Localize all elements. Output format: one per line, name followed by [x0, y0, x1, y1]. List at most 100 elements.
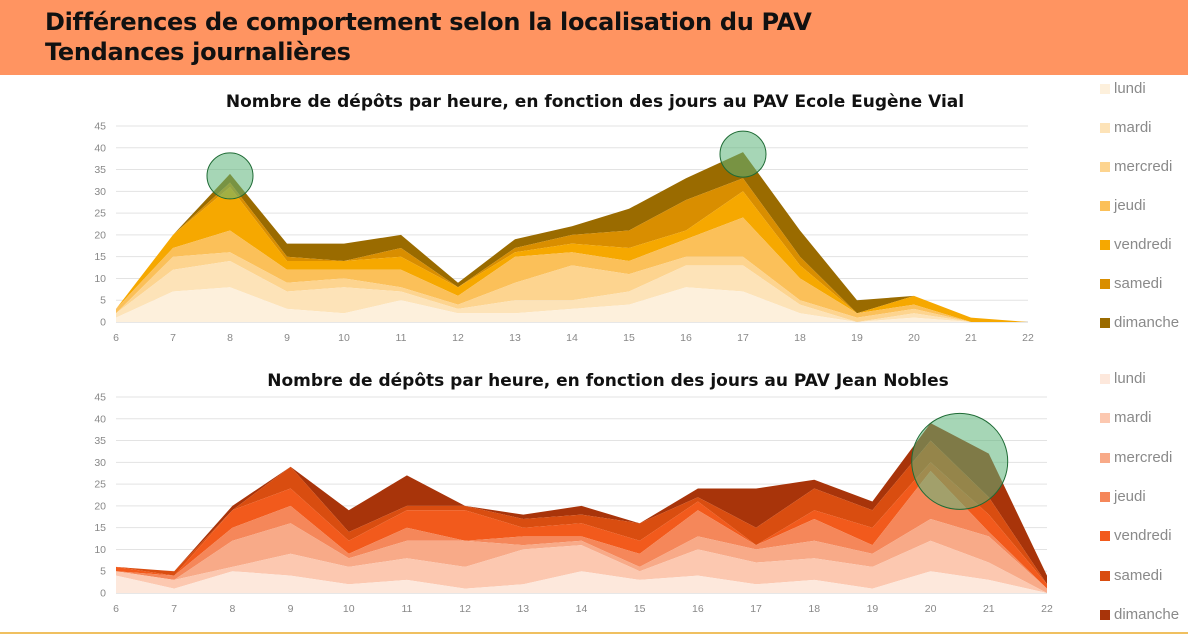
y-tick-label: 0 [100, 317, 106, 329]
x-tick-label: 8 [227, 332, 233, 344]
chart-title: Nombre de dépôts par heure, en fonction … [267, 371, 949, 391]
y-tick-label: 45 [94, 392, 106, 404]
legend-swatch [1100, 413, 1110, 424]
legend-label: samedi [1114, 566, 1163, 584]
legend-label: mardi [1114, 119, 1152, 136]
x-tick-label: 17 [750, 603, 762, 615]
legend-label: jeudi [1114, 197, 1146, 214]
highlight-circle [911, 412, 1009, 510]
legend-swatch [1100, 609, 1110, 620]
x-tick-label: 20 [925, 603, 937, 615]
area-series-samedi [116, 440, 1047, 585]
y-tick-label: 5 [100, 295, 106, 307]
legend-swatch [1100, 374, 1110, 384]
x-tick-label: 15 [623, 332, 635, 344]
x-tick-label: 18 [808, 603, 820, 615]
legend-label: vendredi [1114, 527, 1172, 545]
y-tick-label: 15 [94, 522, 106, 534]
legend-swatch [1100, 162, 1110, 172]
chart-title: Nombre de dépôts par heure, en fonction … [226, 92, 964, 112]
x-tick-label: 6 [113, 603, 119, 615]
y-tick-label: 35 [94, 164, 106, 176]
y-tick-label: 10 [94, 273, 106, 285]
x-tick-label: 22 [1041, 603, 1053, 615]
y-tick-label: 40 [94, 413, 106, 425]
legend-label: mercredi [1114, 448, 1173, 466]
y-tick-label: 20 [94, 500, 106, 512]
y-tick-label: 30 [94, 186, 106, 198]
x-tick-label: 14 [576, 603, 588, 615]
x-tick-label: 21 [983, 603, 995, 615]
x-tick-label: 9 [284, 332, 290, 344]
area-series-mardi [116, 261, 1028, 322]
legend-label: dimanche [1114, 605, 1180, 623]
x-tick-label: 10 [338, 332, 350, 344]
legend-label: dimanche [1114, 314, 1180, 331]
x-tick-label: 19 [867, 603, 879, 615]
y-tick-label: 40 [94, 142, 106, 154]
legend-label: vendredi [1114, 236, 1172, 253]
x-tick-label: 9 [288, 603, 294, 615]
bottom-divider [0, 632, 1188, 634]
x-tick-label: 7 [171, 603, 177, 615]
x-tick-label: 10 [343, 603, 355, 615]
legend-label: mercredi [1114, 158, 1173, 175]
highlight-circle [719, 130, 767, 178]
x-tick-label: 16 [680, 332, 692, 344]
page-title: Différences de comportement selon la loc… [45, 8, 812, 36]
x-tick-label: 12 [452, 332, 464, 344]
legend-label: jeudi [1114, 487, 1146, 505]
y-tick-label: 45 [94, 121, 106, 133]
area-series-vendredi [116, 462, 1047, 589]
area-series-jeudi [116, 217, 1028, 322]
x-tick-label: 16 [692, 603, 704, 615]
legend-swatch [1100, 491, 1110, 502]
legend-swatch [1100, 452, 1110, 463]
x-tick-label: 22 [1022, 332, 1034, 344]
chart-1: 0 5 10 15 20 25 30 35 40 45 6 7 8 9 10 11 12 13 14 15 16 17 18… [94, 371, 1053, 615]
area-series-vendredi [116, 187, 1028, 322]
x-tick-label: 11 [396, 332, 407, 344]
x-tick-label: 7 [170, 332, 176, 344]
highlight-circle [206, 152, 254, 200]
x-tick-label: 6 [113, 332, 119, 344]
x-tick-label: 13 [517, 603, 529, 615]
y-tick-label: 20 [94, 229, 106, 241]
y-tick-label: 10 [94, 544, 106, 556]
legend-swatch [1100, 123, 1110, 133]
y-tick-label: 25 [94, 479, 106, 491]
area-series-lundi [116, 571, 1047, 593]
legend-swatch [1100, 240, 1110, 250]
legend-swatch [1100, 201, 1110, 211]
x-tick-label: 8 [229, 603, 235, 615]
page-header: Différences de comportement selon la loc… [0, 0, 1188, 75]
y-tick-label: 30 [94, 457, 106, 469]
x-tick-label: 11 [401, 603, 412, 615]
area-series-mardi [116, 540, 1047, 593]
legend-label: lundi [1114, 370, 1146, 387]
legend-swatch [1100, 279, 1110, 289]
area-series-mercredi [116, 519, 1047, 593]
x-tick-label: 19 [851, 332, 863, 344]
x-tick-label: 12 [459, 603, 471, 615]
legend-swatch [1100, 531, 1110, 542]
y-tick-label: 0 [100, 588, 106, 600]
legend-swatch [1100, 84, 1110, 94]
area-series-lundi [116, 287, 1028, 322]
page-subtitle: Tendances journalières [45, 38, 351, 66]
y-tick-label: 15 [94, 251, 106, 263]
legend-swatch [1100, 570, 1110, 581]
x-tick-label: 15 [634, 603, 646, 615]
y-tick-label: 5 [100, 566, 106, 578]
legend-label: mardi [1114, 409, 1152, 427]
x-tick-label: 14 [566, 332, 578, 344]
x-tick-label: 20 [908, 332, 920, 344]
y-tick-label: 25 [94, 208, 106, 220]
y-tick-label: 35 [94, 435, 106, 447]
legend-label: lundi [1114, 80, 1146, 97]
x-tick-label: 18 [794, 332, 806, 344]
area-series-mercredi [116, 252, 1028, 322]
legend-swatch [1100, 318, 1110, 328]
x-tick-label: 21 [965, 332, 977, 344]
